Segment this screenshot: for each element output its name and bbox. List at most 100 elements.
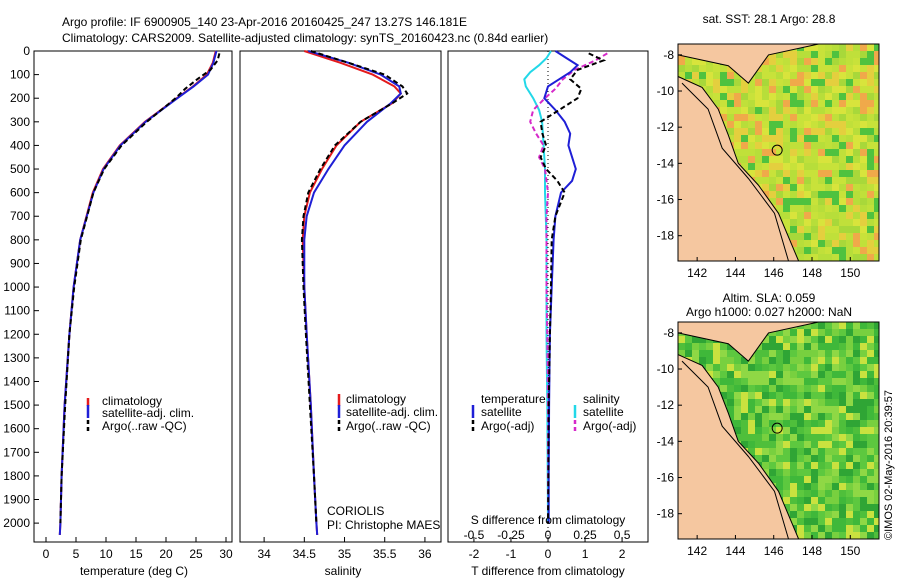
temperature-xlabel: temperature (deg C) (80, 564, 188, 578)
series-climatology (58, 50, 217, 535)
series-argo-raw-qc- (59, 53, 221, 524)
x-tick-label: 34 (257, 547, 271, 561)
x-tick-label: 35 (338, 547, 352, 561)
sla-map-title-1: Altim. SLA: 0.059 (723, 291, 816, 305)
y-tick-label: 1300 (3, 351, 30, 365)
difference-panel: -2 -1 0 1 2 -0.5 -0.25 0 0.25 0.5 (447, 50, 649, 561)
depth-contour (681, 82, 789, 262)
difference-legend: temperature salinity satellite Argo(-adj… (471, 392, 636, 433)
map-y-tick-label: -10 (657, 84, 675, 98)
header-line-1: Argo profile: IF 6900905_140 23-Apr-2016… (62, 15, 467, 29)
y-tick-label: 1000 (3, 280, 30, 294)
map-y-tick-label: -12 (657, 120, 675, 134)
salinity-annotation: CORIOLIS PI: Christophe MAES (327, 504, 440, 532)
map-frame (677, 43, 880, 262)
y-tick-label: 1800 (3, 469, 30, 483)
legend-label: Argo(..raw -QC) (346, 419, 431, 433)
x-tick-label: 34.5 (293, 547, 317, 561)
annotation-pi: PI: Christophe MAES (327, 518, 440, 532)
y-tick-label: 2000 (3, 516, 30, 530)
sla-map-title-2: Argo h1000: 0.027 h2000: NaN (686, 305, 852, 319)
x-tick-label: 30 (219, 547, 233, 561)
legend-label: climatology (102, 394, 162, 408)
y-tick-label: 0 (23, 44, 30, 58)
legend-label: Argo(..raw -QC) (102, 419, 187, 433)
legend-label: Argo(-adj) (583, 419, 636, 433)
y-tick-label: 1600 (3, 422, 30, 436)
y-tick-label: 200 (10, 91, 30, 105)
sst-map-title: sat. SST: 28.1 Argo: 28.8 (703, 12, 836, 26)
series-climatology (301, 50, 403, 535)
map-y-tick-label: -8 (663, 326, 674, 340)
plot-frame (33, 50, 233, 543)
y-tick-label: 1500 (3, 398, 30, 412)
series-satellite-adj-clim- (303, 50, 402, 535)
y-tick-label: 800 (10, 233, 30, 247)
temperature-panel: 0100200300400500600700800900100011001200… (3, 44, 233, 561)
y-tick-label: 700 (10, 209, 30, 223)
map-y-tick-label: -18 (657, 507, 675, 521)
legend-label: satellite-adj. clim. (346, 405, 438, 419)
map-x-tick-label: 146 (764, 266, 784, 280)
map-x-tick-label: 150 (840, 266, 860, 280)
y-tick-label: 1400 (3, 374, 30, 388)
x-tick-label-top: 0.5 (614, 528, 631, 542)
y-tick-label: 1700 (3, 445, 30, 459)
x-tick-label-top: -0.25 (497, 528, 525, 542)
map-y-tick-label: -8 (663, 48, 674, 62)
salinity-panel: 34 34.5 35 35.5 36 (239, 50, 442, 561)
map-x-tick-label: 148 (802, 544, 822, 558)
map-x-tick-label: 144 (725, 544, 745, 558)
x-tick-label: 35.5 (373, 547, 397, 561)
float-marker (771, 144, 783, 156)
difference-xlabel-top: S difference from climatology (471, 513, 626, 527)
map-x-tick-label: 144 (725, 266, 745, 280)
coastline (677, 43, 880, 262)
x-tick-label: 5 (73, 547, 80, 561)
map-y-tick-label: -16 (657, 193, 675, 207)
map-x-tick-label: 142 (687, 266, 707, 280)
x-tick-label: 0 (545, 547, 552, 561)
header-line-2: Climatology: CARS2009. Satellite-adjuste… (62, 31, 548, 45)
map-y-tick-label: -12 (657, 398, 675, 412)
sla-map: 142 144 146 148 150 -8 -10 -12 -14 -16 -18 (657, 321, 880, 558)
map-y-tick-label: -18 (657, 229, 675, 243)
series-salinity-satellite (523, 50, 552, 524)
series-satellite-adj-clim- (58, 50, 218, 535)
x-tick-label: 20 (159, 547, 173, 561)
legend-label: satellite (481, 405, 522, 419)
y-tick-label: 100 (10, 68, 30, 82)
series-temperature-argo-adj- (539, 52, 607, 524)
depth-contour (681, 360, 789, 540)
y-tick-label: 1100 (4, 304, 30, 318)
x-tick-label: 25 (189, 547, 203, 561)
coastline (677, 321, 880, 540)
map-y-tick-label: -10 (657, 362, 675, 376)
x-tick-label: 1 (582, 547, 589, 561)
float-marker (771, 422, 783, 434)
x-tick-label: 36 (418, 547, 432, 561)
x-tick-label-top: -0.5 (464, 528, 485, 542)
x-tick-label-top: 0 (545, 528, 552, 542)
map-x-tick-label: 146 (764, 544, 784, 558)
y-tick-label: 500 (10, 162, 30, 176)
x-tick-label: 15 (129, 547, 143, 561)
series-salinity-argo-adj- (529, 52, 608, 524)
temperature-legend: climatology satellite-adj. clim. Argo(..… (86, 394, 194, 433)
map-x-tick-label: 142 (687, 544, 707, 558)
annotation-coriolis: CORIOLIS (327, 504, 384, 518)
x-tick-label: 0 (43, 547, 50, 561)
y-tick-label: 300 (10, 115, 30, 129)
plot-frame (239, 50, 442, 543)
series-argo-raw-qc- (300, 50, 409, 524)
legend-label: Argo(-adj) (481, 419, 534, 433)
y-tick-label: 600 (10, 186, 30, 200)
map-x-tick-label: 148 (802, 266, 822, 280)
map-y-tick-label: -14 (657, 156, 675, 170)
legend-label: climatology (346, 392, 406, 406)
x-tick-label: -2 (469, 547, 480, 561)
sst-map: 142 144 146 148 150 -8 -10 -12 -14 -16 -18 (657, 43, 880, 280)
x-tick-label: 10 (99, 547, 113, 561)
map-x-tick-label: 150 (840, 544, 860, 558)
